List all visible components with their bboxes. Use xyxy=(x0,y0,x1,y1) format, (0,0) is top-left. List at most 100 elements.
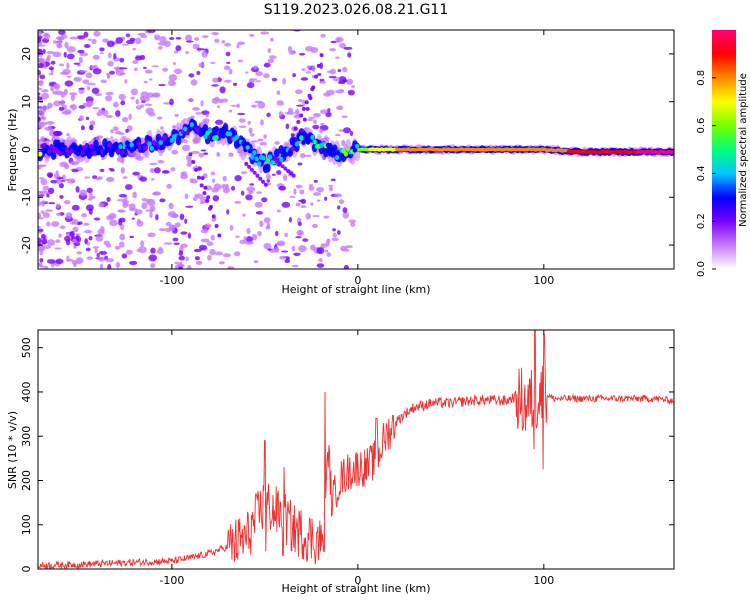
spectrogram-noise xyxy=(69,104,74,109)
spectrogram-noise xyxy=(132,171,141,176)
spectrogram-noise xyxy=(332,228,336,232)
spectrogram-noise xyxy=(114,130,122,135)
spectrogram-noise xyxy=(351,85,356,88)
spectrogram-ridge xyxy=(185,130,190,136)
spectrogram-noise xyxy=(222,253,231,258)
spectrogram-noise xyxy=(73,242,81,247)
colorbar-tick-label: 0.0 xyxy=(696,261,707,277)
spectrogram-noise xyxy=(192,107,200,111)
spectrogram-noise xyxy=(288,217,293,223)
spectrogram-noise xyxy=(47,187,55,195)
spectrogram-noise xyxy=(112,126,119,132)
spectrogram-noise xyxy=(226,61,231,64)
spectrogram-noise xyxy=(73,62,81,65)
spectrogram-noise xyxy=(300,77,309,81)
spectrogram-noise xyxy=(320,33,326,38)
spectrogram-branch xyxy=(290,133,295,138)
spectrogram-noise xyxy=(115,37,123,44)
spectrogram-noise xyxy=(46,172,54,178)
spectrogram-noise xyxy=(56,41,62,48)
spectrogram-noise xyxy=(117,209,123,213)
spectrogram-noise xyxy=(302,99,306,106)
spectrogram-noise xyxy=(195,112,203,115)
spectrogram-noise xyxy=(144,69,153,74)
spectrogram-noise xyxy=(239,239,246,245)
spectrogram-noise xyxy=(107,52,112,59)
spectrogram-branch xyxy=(300,128,305,133)
spectrogram-noise xyxy=(324,249,329,253)
spectrogram-noise xyxy=(201,35,209,39)
spectrogram-noise xyxy=(48,66,55,71)
spectrogram-noise xyxy=(91,87,100,94)
spectrogram-noise xyxy=(293,252,301,256)
spectrogram-noise xyxy=(170,167,176,172)
spectrogram-noise xyxy=(212,178,216,183)
spectrogram-noise xyxy=(118,217,126,223)
spectrogram-noise xyxy=(42,212,50,219)
spectrogram-noise xyxy=(83,229,93,234)
spectrogram-noise xyxy=(235,235,240,238)
spectrogram-noise xyxy=(219,86,226,94)
spectrogram-noise xyxy=(85,116,90,121)
spectrogram-noise xyxy=(38,44,46,47)
spectrogram-noise xyxy=(143,66,147,70)
spectrogram-noise xyxy=(75,233,81,236)
spectrogram-noise xyxy=(236,112,246,116)
spectrogram-noise xyxy=(79,52,89,57)
spectrogram-xtick-label: 100 xyxy=(533,274,554,287)
spectrogram-noise xyxy=(237,41,245,46)
spectrogram-noise xyxy=(263,242,272,250)
spectrogram-noise xyxy=(336,37,341,44)
spectrogram-noise xyxy=(317,72,322,77)
spectrogram-noise xyxy=(143,80,148,84)
spectrogram-noise xyxy=(106,197,111,202)
spectrogram-ridge xyxy=(312,139,317,145)
spectrogram-noise xyxy=(209,61,216,64)
spectrogram-noise xyxy=(346,78,354,85)
spectrogram-noise xyxy=(266,173,271,180)
spectrogram-ridge xyxy=(189,122,195,128)
spectrogram-ridge xyxy=(279,156,284,162)
spectrogram-noise xyxy=(90,65,97,70)
spectrogram-noise xyxy=(253,260,259,264)
spectrogram-noise xyxy=(259,141,267,146)
spectrogram-noise xyxy=(234,174,242,182)
spectrogram-ridge xyxy=(78,145,83,151)
spectrogram-ridge xyxy=(234,134,239,140)
spectrogram-noise xyxy=(38,112,41,116)
spectrogram-noise xyxy=(63,88,68,96)
spectrogram-ridge xyxy=(254,156,259,162)
spectrogram-noise xyxy=(184,193,189,199)
spectrogram-noise xyxy=(54,247,62,250)
spectrogram-ridge xyxy=(332,150,337,156)
spectrogram-noise xyxy=(226,209,230,215)
spectrogram-noise xyxy=(75,186,80,193)
spectrogram-noise xyxy=(242,213,246,217)
spectrogram-noise xyxy=(38,201,43,206)
spectrogram-ridge xyxy=(49,144,54,150)
spectrogram-noise xyxy=(86,86,91,91)
spectrogram-noise xyxy=(150,178,155,181)
spectrogram-noise xyxy=(278,111,284,117)
spectrogram-noise xyxy=(212,77,219,83)
spectrogram-noise xyxy=(300,205,307,209)
spectrogram-noise xyxy=(87,100,94,107)
spectrogram-noise xyxy=(149,162,158,166)
spectrogram-noise xyxy=(77,49,85,54)
spectrogram-noise xyxy=(211,84,219,87)
spectrogram-noise xyxy=(200,238,210,243)
spectrogram-branch xyxy=(286,169,291,174)
spectrogram-noise xyxy=(55,170,59,176)
spectrogram-noise xyxy=(39,121,48,126)
spectrogram-noise xyxy=(60,71,69,76)
spectrogram-noise xyxy=(185,205,194,208)
spectrogram-ridge xyxy=(325,142,331,148)
spectrogram-noise xyxy=(46,221,51,227)
spectrogram-branch xyxy=(208,204,213,209)
spectrogram-noise xyxy=(297,221,302,227)
spectrogram-noise xyxy=(45,139,52,143)
spectrogram-noise xyxy=(217,105,221,109)
spectrogram-noise xyxy=(190,178,198,184)
spectrogram-noise xyxy=(64,80,74,87)
spectrogram-noise xyxy=(172,61,176,66)
